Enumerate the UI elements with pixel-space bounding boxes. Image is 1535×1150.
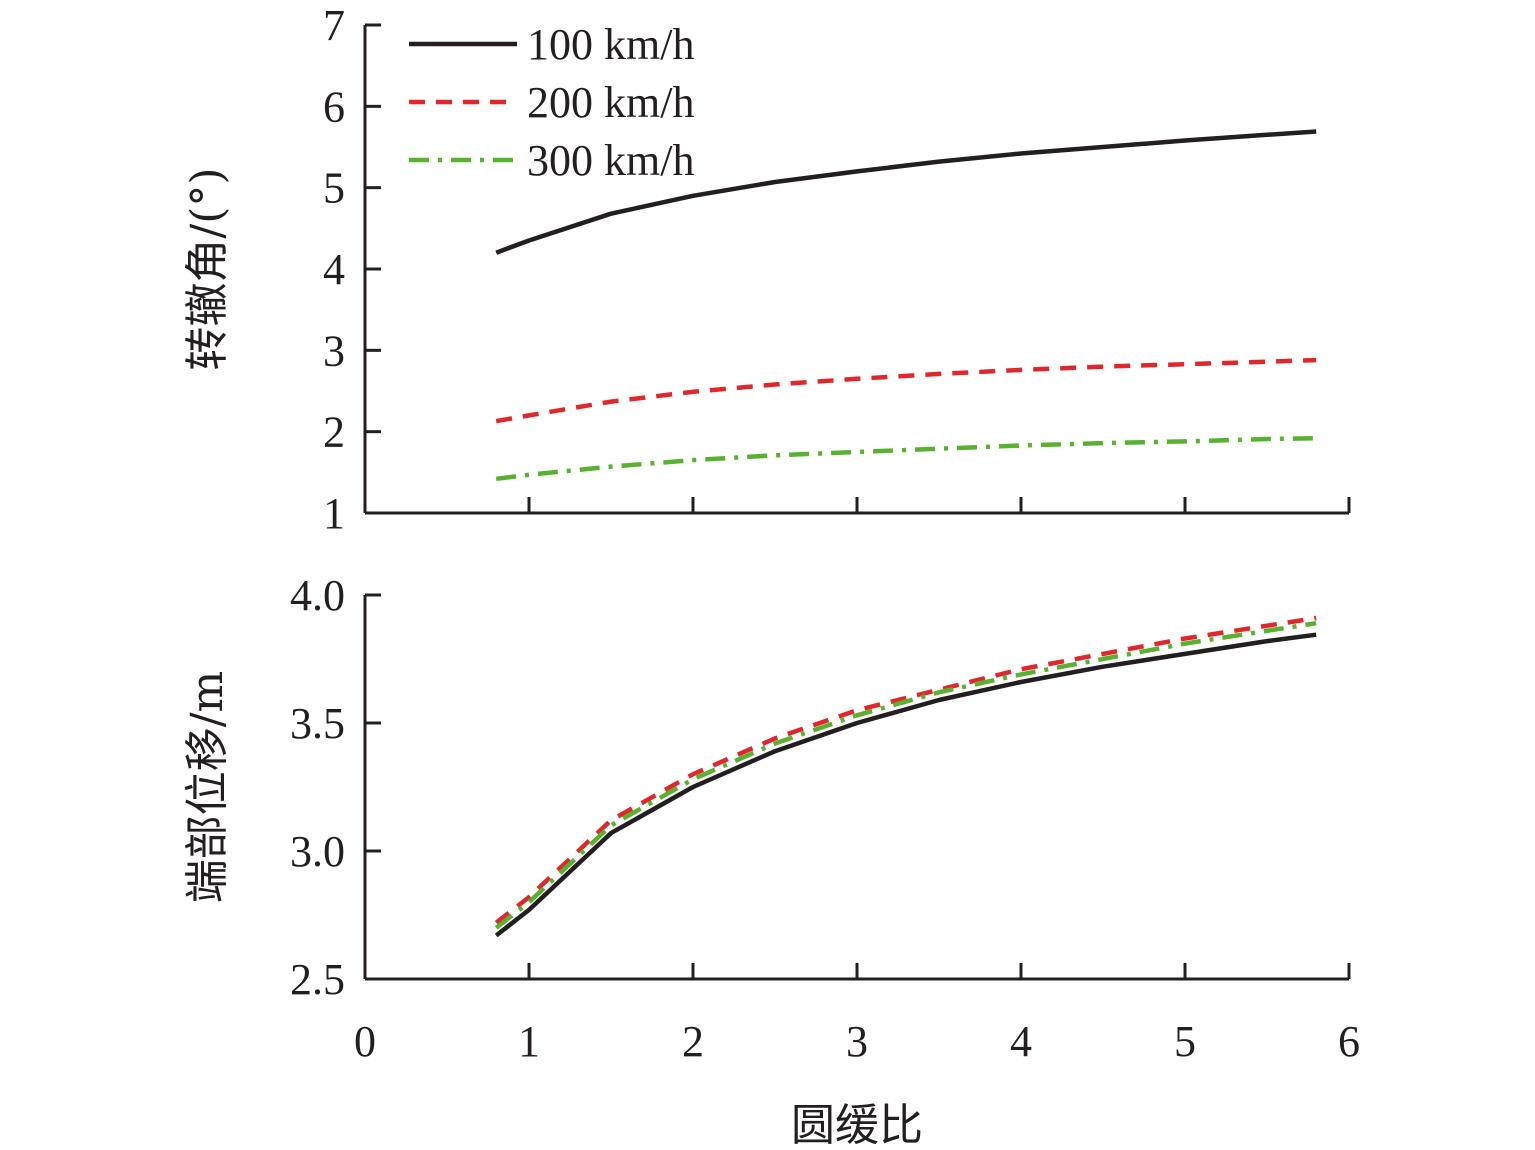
- y-axis-title: 端部位移/m: [182, 671, 233, 904]
- x-tick-label: 5: [1174, 1017, 1196, 1066]
- legend: 100 km/h 200 km/h 300 km/h: [409, 20, 694, 185]
- y-tick-label: 3.0: [290, 827, 345, 876]
- y-tick-label: 4: [323, 245, 345, 294]
- y-tick-label: 7: [323, 1, 345, 50]
- series-line-2: [494, 615, 1317, 925]
- y-tick-label: 4.0: [290, 571, 345, 620]
- y-tick-label: 2.5: [290, 955, 345, 1004]
- x-tick-label: 3: [846, 1017, 868, 1066]
- series-line-3: [495, 435, 1317, 482]
- series-line-1: [494, 632, 1317, 938]
- legend-label-3: 300 km/h: [527, 136, 694, 185]
- series-line-3: [494, 620, 1317, 930]
- y-tick-label: 5: [323, 164, 345, 213]
- x-tick-label: 4: [1010, 1017, 1032, 1066]
- legend-label-1: 100 km/h: [527, 20, 694, 69]
- y-axis-title: 转辙角/(°): [182, 167, 233, 370]
- x-axis-title: 圆缓比: [791, 1100, 923, 1150]
- x-tick-label: 6: [1338, 1017, 1360, 1066]
- x-tick-label: 2: [682, 1017, 704, 1066]
- y-tick-label: 2: [323, 408, 345, 457]
- y-tick-label: 3.5: [290, 699, 345, 748]
- legend-label-2: 200 km/h: [527, 78, 694, 127]
- series-line-1: [495, 129, 1317, 255]
- y-tick-label: 3: [323, 326, 345, 375]
- x-tick-label: 1: [518, 1017, 540, 1066]
- y-tick-label: 1: [323, 489, 345, 538]
- chart-panel-top: 1 2 3 4 5 6 7 转辙角/(°) 100 km/h 200 km/h 300 km/h: [182, 1, 1351, 538]
- series-line-2: [495, 357, 1317, 424]
- y-tick-label: 6: [323, 82, 345, 131]
- chart-panel-bottom: 2.5 3.0 3.5 4.0 0 1 2 3 4 5 6 端部位移/m 圆缓比: [182, 571, 1360, 1150]
- x-tick-label: 0: [354, 1017, 376, 1066]
